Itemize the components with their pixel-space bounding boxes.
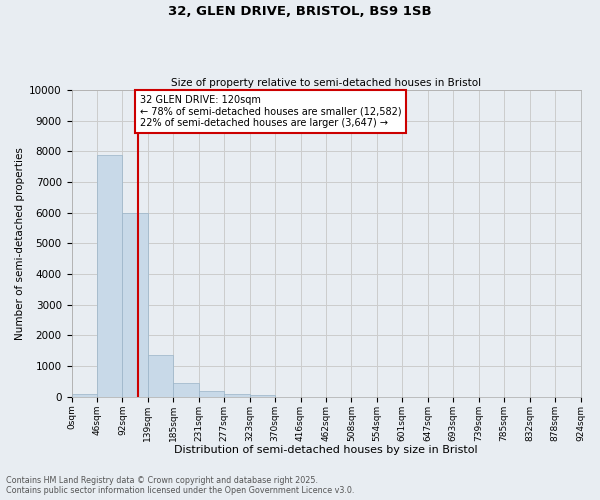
- Bar: [173, 383, 199, 397]
- Bar: [148, 356, 173, 397]
- Bar: [250, 396, 275, 397]
- Bar: [97, 154, 122, 397]
- Text: Contains HM Land Registry data © Crown copyright and database right 2025.
Contai: Contains HM Land Registry data © Crown c…: [6, 476, 355, 495]
- Bar: [71, 394, 97, 397]
- Y-axis label: Number of semi-detached properties: Number of semi-detached properties: [15, 147, 25, 340]
- Bar: [199, 390, 224, 397]
- X-axis label: Distribution of semi-detached houses by size in Bristol: Distribution of semi-detached houses by …: [174, 445, 478, 455]
- Bar: [122, 213, 148, 397]
- Bar: [224, 394, 250, 397]
- Text: 32, GLEN DRIVE, BRISTOL, BS9 1SB: 32, GLEN DRIVE, BRISTOL, BS9 1SB: [168, 5, 432, 18]
- Title: Size of property relative to semi-detached houses in Bristol: Size of property relative to semi-detach…: [171, 78, 481, 88]
- Text: 32 GLEN DRIVE: 120sqm
← 78% of semi-detached houses are smaller (12,582)
22% of : 32 GLEN DRIVE: 120sqm ← 78% of semi-deta…: [140, 95, 401, 128]
